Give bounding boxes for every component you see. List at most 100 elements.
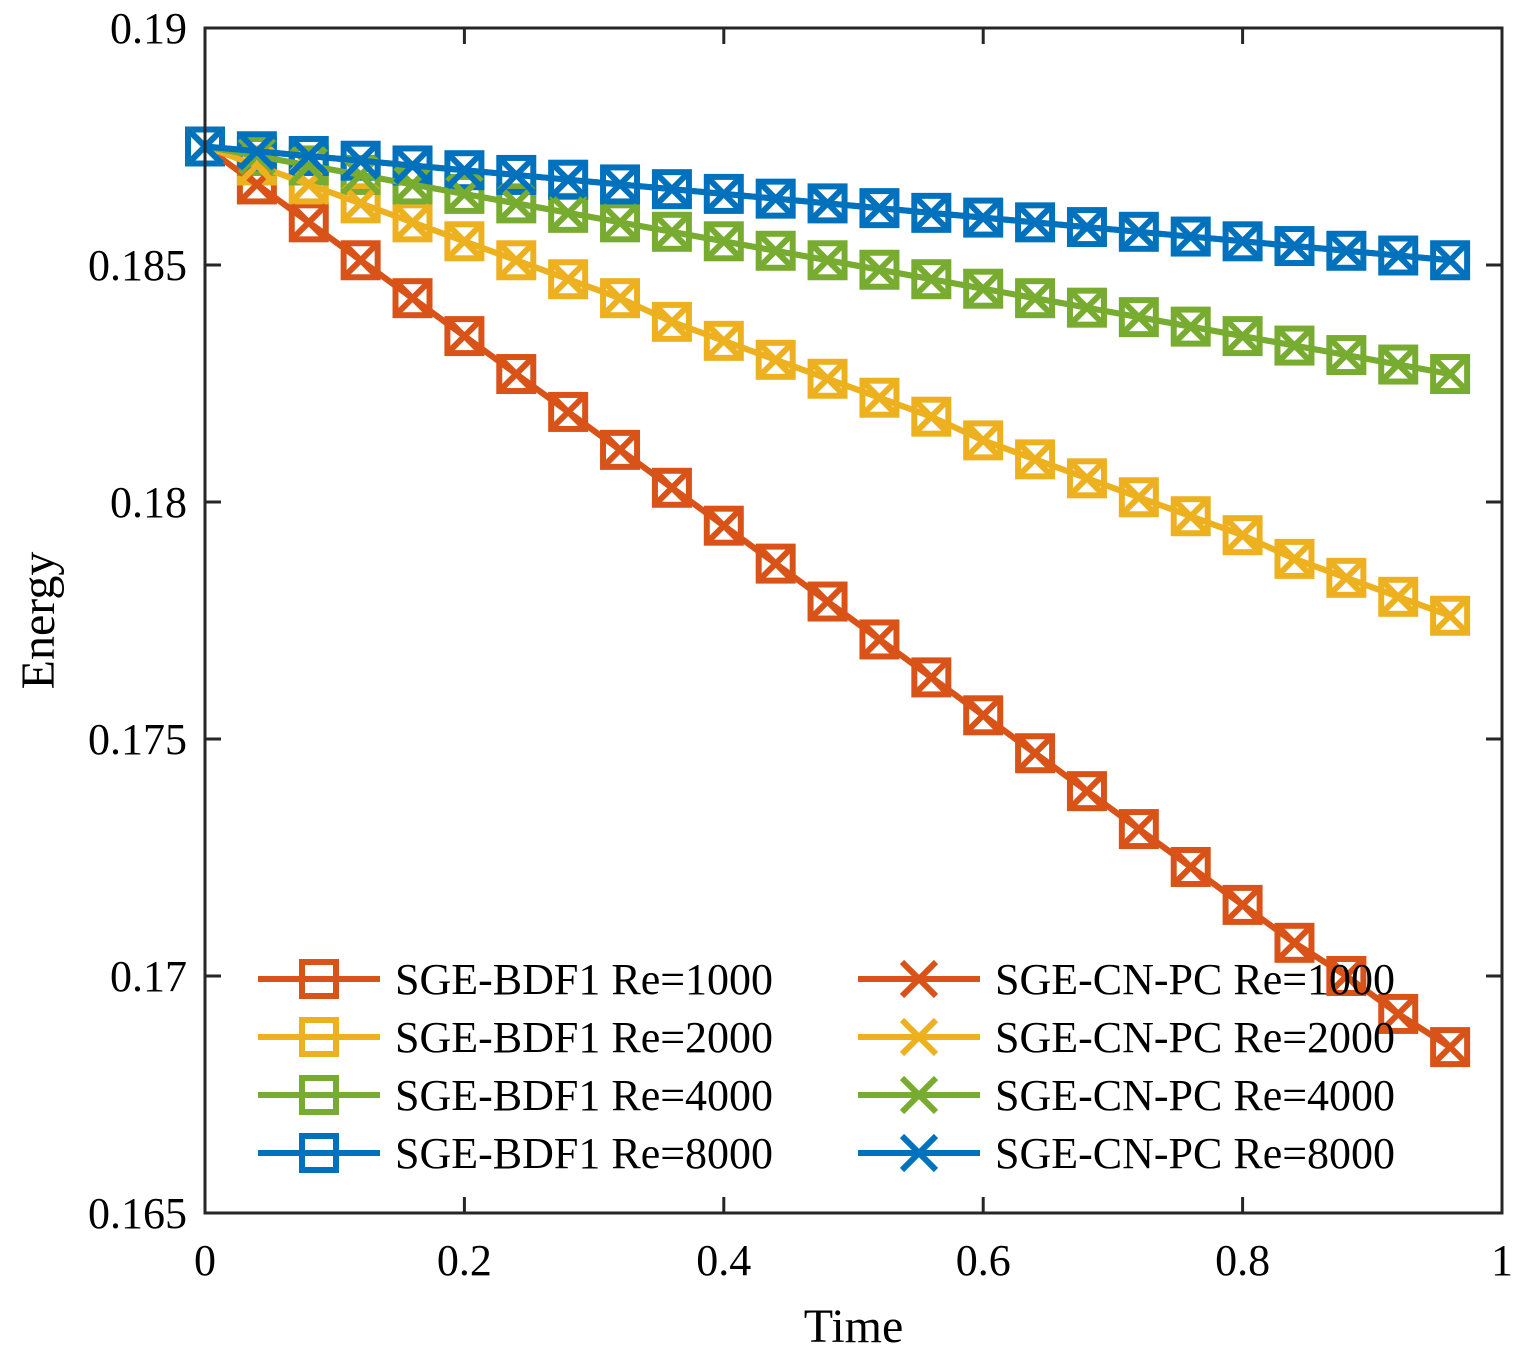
square-marker — [703, 221, 744, 262]
legend-square-marker — [299, 959, 339, 999]
x-marker — [1275, 326, 1314, 365]
square-marker — [600, 278, 641, 319]
x-marker — [393, 203, 432, 242]
square-marker — [1015, 278, 1056, 319]
square-marker — [1274, 922, 1315, 963]
legend-entry: SGE-BDF1 Re=4000 — [258, 1071, 773, 1120]
x-marker — [1275, 923, 1314, 962]
square-marker — [1222, 316, 1263, 357]
x-marker — [549, 160, 588, 199]
x-marker — [1223, 885, 1262, 925]
square-marker — [859, 377, 900, 418]
x-tick-label: 0.2 — [437, 1236, 492, 1285]
square-marker — [1274, 538, 1315, 579]
square-marker — [1378, 344, 1419, 385]
x-marker — [1015, 734, 1055, 773]
square-marker — [1430, 1027, 1471, 1068]
y-tick-label: 0.19 — [110, 4, 187, 53]
x-marker — [445, 316, 484, 356]
x-tick-label: 1 — [1491, 1236, 1513, 1285]
square-marker — [963, 695, 1004, 736]
legend-entry: SGE-CN-PC Re=8000 — [858, 1129, 1395, 1178]
plot-frame — [203, 26, 1504, 1215]
x-marker — [237, 136, 277, 176]
x-marker — [860, 188, 899, 228]
x-marker — [1379, 345, 1418, 384]
x-marker — [860, 250, 899, 289]
x-marker — [1067, 288, 1107, 327]
legend-label: SGE-CN-PC Re=1000 — [995, 955, 1395, 1004]
square-marker — [392, 202, 433, 243]
square-marker — [1118, 809, 1159, 850]
square-marker — [755, 339, 796, 380]
x-marker — [1067, 207, 1107, 247]
legend-label: SGE-BDF1 Re=2000 — [395, 1013, 773, 1062]
x-tick-label: 0.6 — [956, 1236, 1011, 1285]
x-marker — [1015, 440, 1055, 479]
x-marker — [964, 696, 1003, 735]
square-marker — [1066, 458, 1107, 499]
square-marker — [1274, 325, 1315, 366]
x-marker — [600, 430, 640, 469]
legend-square-marker — [299, 1017, 339, 1057]
square-marker — [963, 420, 1004, 461]
x-marker — [964, 421, 1003, 460]
square-marker — [1066, 771, 1107, 812]
x-marker — [652, 212, 692, 251]
x-marker — [1275, 226, 1314, 266]
x-marker — [393, 279, 432, 318]
square-marker — [807, 240, 848, 281]
square-marker — [1222, 884, 1263, 925]
square-marker — [703, 320, 744, 361]
x-marker — [704, 321, 743, 360]
x-marker — [1119, 809, 1158, 849]
y-tick-label: 0.18 — [110, 478, 187, 527]
square-marker — [703, 505, 744, 546]
legend: SGE-BDF1 Re=1000 SGE-BDF1 Re=2000 SGE-BDF1… — [258, 955, 1395, 1178]
square-marker — [963, 268, 1004, 309]
x-marker — [341, 141, 380, 180]
legend-entry: SGE-BDF1 Re=1000 — [258, 955, 773, 1004]
x-marker — [1171, 217, 1210, 256]
series-layer — [185, 126, 1471, 1068]
x-marker — [1119, 298, 1158, 337]
x-marker — [912, 658, 951, 697]
x-marker — [808, 241, 847, 280]
x-marker — [808, 582, 847, 621]
legend-entry: SGE-CN-PC Re=4000 — [858, 1071, 1395, 1120]
x-marker — [497, 354, 536, 394]
square-marker — [1015, 439, 1056, 480]
series-sge-cn-pc-re-2000 — [185, 127, 1470, 635]
x-marker — [964, 269, 1003, 308]
x-marker — [1015, 203, 1055, 242]
x-marker — [600, 203, 640, 242]
x-marker — [289, 136, 328, 176]
x-axis-label: Time — [804, 1300, 904, 1353]
x-marker — [549, 392, 588, 432]
square-marker — [444, 221, 485, 262]
x-marker — [1379, 236, 1418, 275]
series-sge-cn-pc-re-8000 — [185, 127, 1470, 280]
legend-label: SGE-BDF1 Re=1000 — [395, 955, 773, 1004]
square-marker — [755, 543, 796, 584]
square-marker — [859, 619, 900, 660]
square-marker — [600, 429, 641, 470]
square-marker — [1326, 335, 1367, 376]
square-marker — [1326, 956, 1367, 996]
legend-label: SGE-CN-PC Re=8000 — [995, 1129, 1395, 1178]
x-marker — [600, 279, 640, 318]
x-marker — [652, 468, 692, 507]
square-marker — [392, 278, 433, 319]
x-tick-label: 0 — [194, 1236, 216, 1285]
square-marker — [444, 316, 485, 357]
x-marker — [860, 378, 899, 417]
x-marker — [497, 184, 536, 223]
square-marker — [340, 240, 381, 281]
x-marker — [1171, 307, 1210, 346]
x-marker — [1171, 497, 1210, 536]
legend-label: SGE-CN-PC Re=2000 — [995, 1013, 1395, 1062]
square-marker — [1326, 557, 1367, 598]
square-marker — [651, 301, 692, 342]
legend-entry: SGE-CN-PC Re=2000 — [858, 1013, 1395, 1062]
x-marker — [1327, 558, 1366, 597]
